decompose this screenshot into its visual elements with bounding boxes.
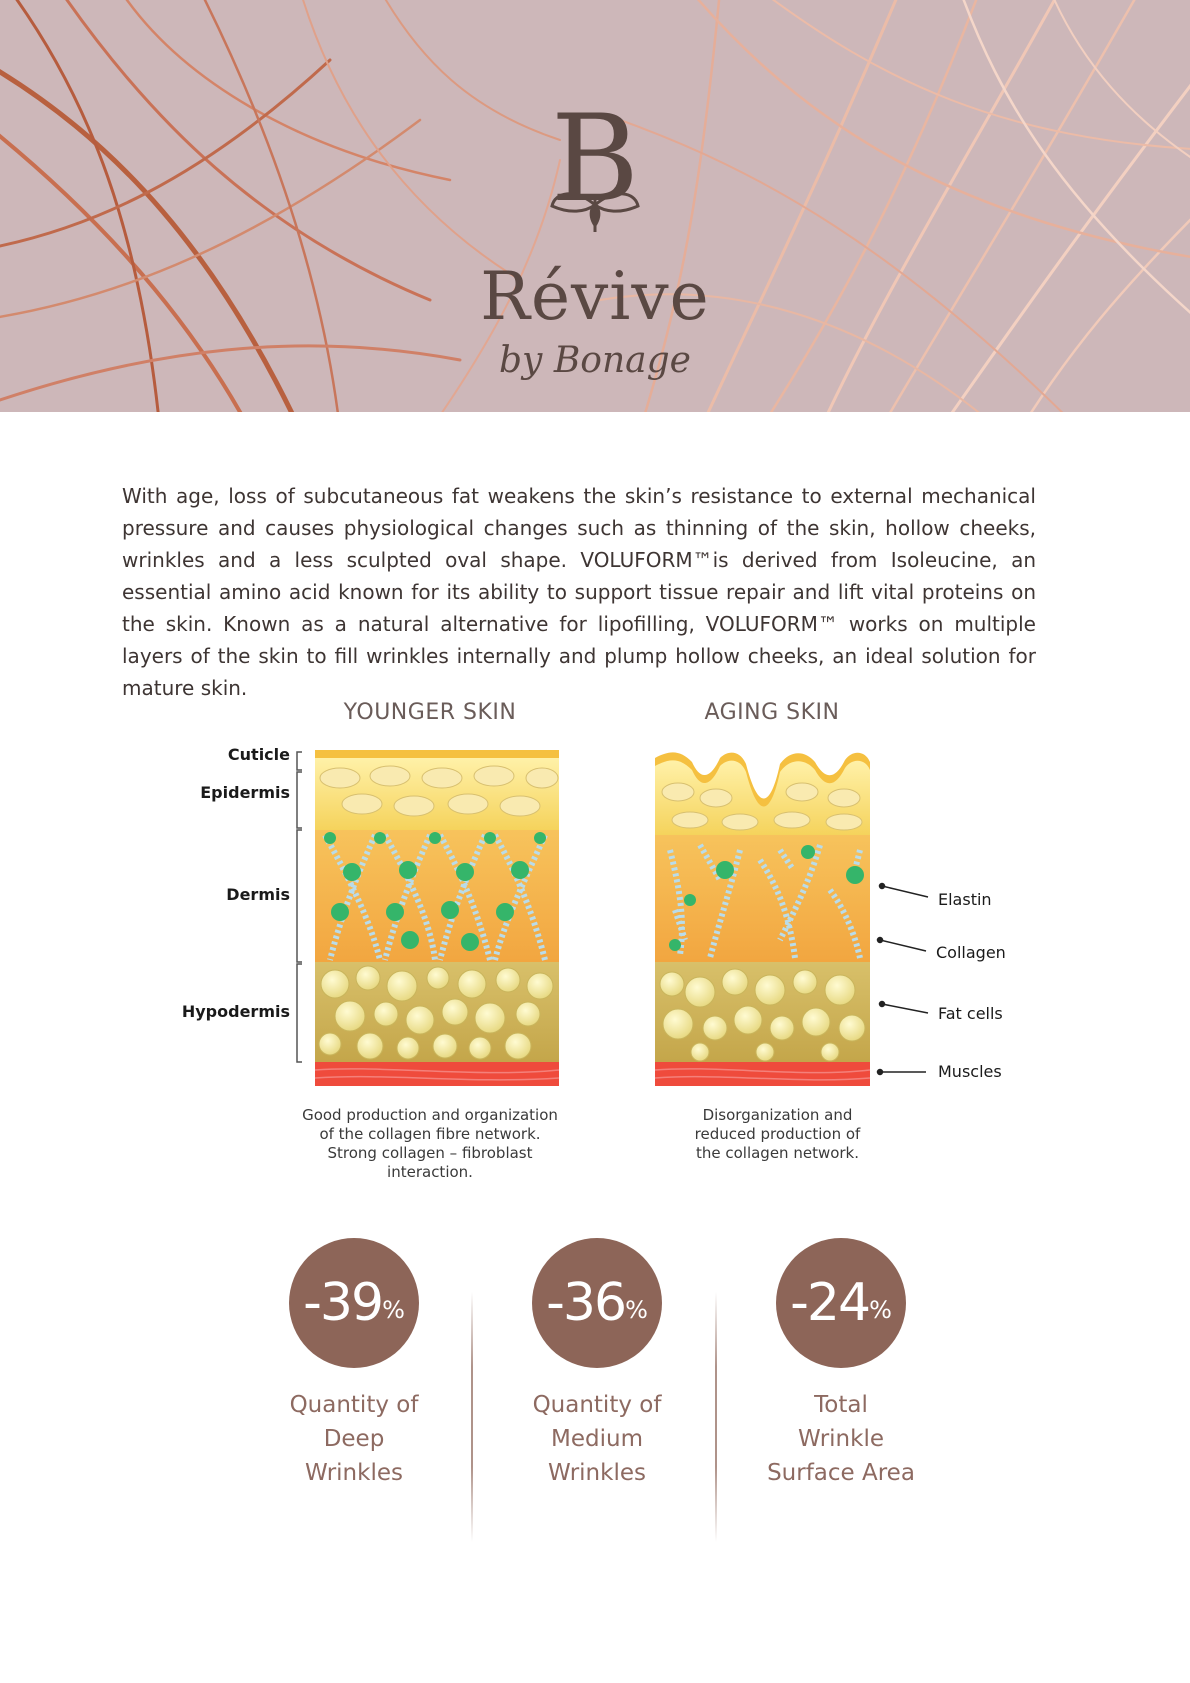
layer-label-cuticle: Cuticle (227, 745, 290, 764)
structure-label-elastin: Elastin (938, 890, 992, 909)
stat-unit: % (869, 1296, 892, 1324)
decorative-lines (0, 0, 1190, 412)
stat-value: -39 (303, 1273, 384, 1333)
stat-value: -36 (546, 1273, 627, 1333)
stat-badge: -39% (289, 1238, 419, 1368)
leaf-monogram-icon: B (550, 90, 640, 232)
brand-name: Révive (480, 258, 710, 335)
skin-layers-diagram: Cuticle Epidermis Dermis Hypodermis Elas… (180, 740, 1040, 1090)
header-banner: B Révive by Bonage (0, 0, 1190, 412)
younger-skin-caption: Good production and organization of the … (302, 1106, 558, 1181)
stat-badge: -24% (776, 1238, 906, 1368)
intro-paragraph: With age, loss of subcutaneous fat weake… (122, 484, 1036, 700)
younger-skin-block (314, 750, 560, 1086)
stat-medium-wrinkles: -36% Quantity of Medium Wrinkles (497, 1238, 697, 1490)
structure-label-fat-cells: Fat cells (938, 1004, 1003, 1023)
layer-label-dermis: Dermis (226, 885, 290, 904)
stat-label: Total Wrinkle Surface Area (767, 1392, 915, 1486)
stat-label: Quantity of Medium Wrinkles (532, 1392, 662, 1486)
brand-tagline: by Bonage (499, 340, 691, 381)
aging-skin-title: AGING SKIN (704, 700, 840, 725)
layer-label-epidermis: Epidermis (200, 783, 290, 802)
stat-divider (715, 1292, 717, 1542)
stat-divider (471, 1292, 473, 1542)
stat-unit: % (625, 1296, 648, 1324)
structure-label-collagen: Collagen (936, 943, 1006, 962)
brand-logo: B Révive by Bonage (0, 0, 1190, 412)
structure-label-muscles: Muscles (938, 1062, 1002, 1081)
stat-badge: -36% (532, 1238, 662, 1368)
stat-unit: % (382, 1296, 405, 1324)
younger-skin-title: YOUNGER SKIN (343, 700, 517, 725)
skin-illustration (296, 750, 929, 1086)
stat-label: Quantity of Deep Wrinkles (289, 1392, 419, 1486)
aging-skin-block (654, 752, 871, 1086)
aging-skin-caption: Disorganization and reduced production o… (694, 1106, 861, 1162)
stat-total-surface: -24% Total Wrinkle Surface Area (741, 1238, 941, 1490)
stat-deep-wrinkles: -39% Quantity of Deep Wrinkles (254, 1238, 454, 1490)
layer-label-hypodermis: Hypodermis (181, 1002, 290, 1021)
stat-value: -24 (790, 1273, 871, 1333)
